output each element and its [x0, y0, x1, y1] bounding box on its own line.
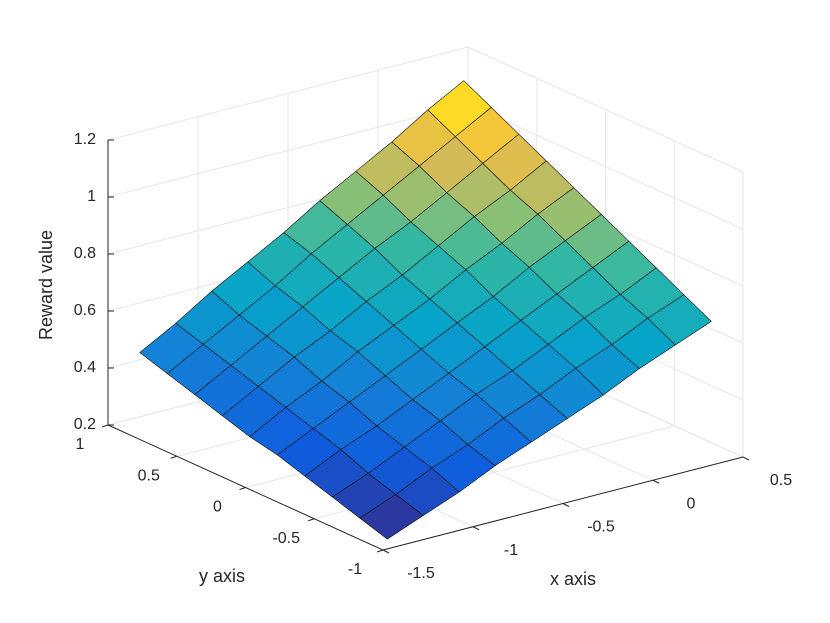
z-tick-label: 1 — [87, 188, 96, 205]
x-tick-label: 0.5 — [770, 472, 792, 489]
x-tick-label: -1 — [504, 542, 518, 559]
x-tick — [472, 526, 480, 531]
x-tick-label: -0.5 — [587, 519, 615, 536]
x-tick — [652, 479, 660, 484]
z-tick-label: 0.4 — [74, 359, 96, 376]
x-tick — [382, 549, 390, 554]
x-tick-label: 0 — [687, 495, 696, 512]
x-tick-label: -1.5 — [407, 565, 435, 582]
x-axis-label: x axis — [550, 569, 596, 589]
grid-line — [107, 46, 744, 173]
z-tick-label: 0.2 — [74, 416, 96, 433]
x-tick — [742, 456, 750, 461]
z-tick-label: 1.2 — [74, 131, 96, 148]
y-axis-label: y axis — [199, 566, 245, 586]
z-tick-label: 0.6 — [74, 302, 96, 319]
z-axis-label: Reward value — [36, 230, 56, 340]
y-tick — [308, 518, 315, 522]
y-tick-label: 0.5 — [138, 467, 160, 484]
x-tick — [562, 503, 570, 507]
y-tick-label: 1 — [76, 436, 85, 453]
surface-face — [359, 494, 424, 540]
y-tick — [376, 549, 384, 553]
y-tick-label: -0.5 — [272, 530, 300, 547]
z-tick-label: 0.8 — [74, 245, 96, 262]
y-tick-label: -1 — [348, 561, 362, 578]
y-tick-label: 0 — [213, 499, 222, 516]
y-tick — [101, 424, 109, 428]
y-tick — [239, 487, 246, 490]
y-tick — [170, 455, 177, 459]
